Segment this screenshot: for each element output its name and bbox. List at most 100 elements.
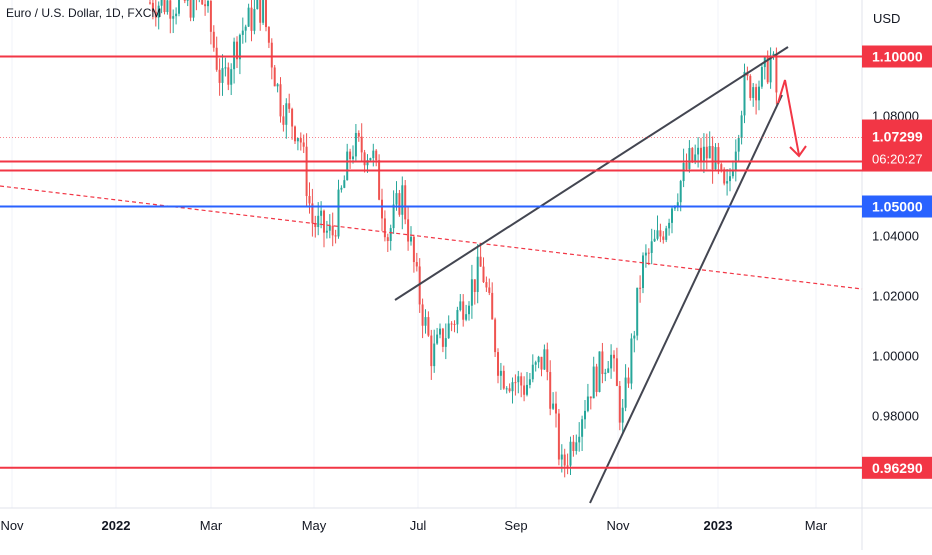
candle — [523, 376, 526, 402]
candle — [447, 315, 450, 339]
candle — [439, 323, 441, 339]
candle — [288, 93, 291, 113]
candle — [537, 355, 540, 369]
candle — [592, 356, 595, 399]
candle-body — [212, 31, 215, 48]
candle — [468, 301, 470, 321]
candle — [259, 0, 262, 31]
price-label-bg — [862, 119, 932, 172]
price-label-badge: 1.10000 — [862, 45, 932, 68]
candle-body — [520, 376, 523, 386]
candle-body — [241, 30, 244, 35]
candle — [198, 0, 200, 3]
candle-body — [317, 215, 320, 228]
candle — [253, 0, 256, 35]
candle-body — [595, 366, 598, 392]
candle-body — [546, 349, 549, 373]
candle — [328, 214, 331, 239]
price-label-badge: 0.96290 — [862, 456, 932, 479]
candle — [552, 392, 555, 411]
candle — [589, 396, 592, 410]
candle-body — [755, 87, 758, 101]
time-tick-label: Nov — [606, 518, 630, 533]
horizontal-levels — [0, 55, 862, 469]
candle — [459, 294, 462, 312]
candle — [163, 0, 166, 15]
candle — [166, 0, 169, 15]
candle — [317, 202, 320, 236]
candle — [441, 327, 444, 353]
candle — [337, 179, 340, 239]
candle — [494, 317, 497, 357]
candle — [201, 0, 204, 6]
candle-body — [534, 362, 537, 365]
candle-body — [209, 0, 212, 32]
candle-body — [552, 403, 555, 409]
candle — [476, 244, 479, 304]
price-label-badge: 1.05000 — [862, 195, 932, 218]
candle-body — [650, 241, 653, 253]
candle — [700, 137, 702, 171]
candle-body — [221, 68, 224, 83]
candle — [586, 383, 589, 413]
candle — [151, 0, 154, 20]
candle-body — [615, 358, 618, 386]
candle-body — [227, 67, 230, 85]
candle — [462, 294, 465, 327]
candle-body — [557, 413, 560, 460]
candle — [534, 360, 537, 372]
candle — [549, 360, 552, 416]
candle — [497, 348, 499, 384]
candle-body — [691, 148, 694, 162]
candle-body — [430, 335, 433, 367]
candle-body — [613, 354, 615, 359]
price-label-text: 1.10000 — [872, 49, 923, 65]
candle — [584, 400, 586, 429]
candle — [212, 25, 215, 52]
candle — [465, 304, 468, 322]
candle-body — [653, 238, 656, 242]
candle-body — [157, 5, 160, 18]
candle — [401, 176, 404, 230]
candle — [415, 252, 418, 272]
candle-body — [679, 181, 682, 203]
candle — [204, 0, 207, 16]
candle-body — [621, 407, 624, 423]
candle — [453, 320, 456, 333]
candle-body — [299, 138, 302, 143]
candle-body — [694, 154, 697, 162]
candle — [349, 148, 352, 169]
candle-body — [207, 0, 209, 7]
dashed-trend-line — [0, 185, 863, 290]
candle — [294, 125, 296, 145]
candle-body — [604, 372, 607, 375]
candle-body — [592, 366, 595, 399]
candle — [436, 327, 439, 345]
candle — [644, 244, 647, 268]
candle-body — [505, 388, 508, 390]
candle — [717, 142, 720, 175]
candle — [381, 188, 383, 232]
candle — [233, 37, 236, 84]
candle-body — [183, 0, 186, 1]
candle-body — [720, 164, 723, 170]
candle-body — [468, 305, 470, 315]
candle — [563, 448, 566, 478]
candle — [256, 0, 259, 10]
candle-body — [491, 292, 494, 320]
candle-body — [700, 147, 702, 163]
candle — [502, 365, 505, 390]
candle — [224, 57, 227, 77]
drawing-tools — [0, 46, 863, 504]
candle-body — [401, 185, 404, 215]
candle-body — [456, 310, 459, 325]
candle — [760, 63, 763, 89]
candle — [642, 252, 644, 294]
candle — [407, 205, 410, 251]
candle — [218, 58, 221, 96]
candle-body — [334, 235, 337, 237]
candle — [758, 80, 760, 111]
candle — [731, 160, 734, 179]
